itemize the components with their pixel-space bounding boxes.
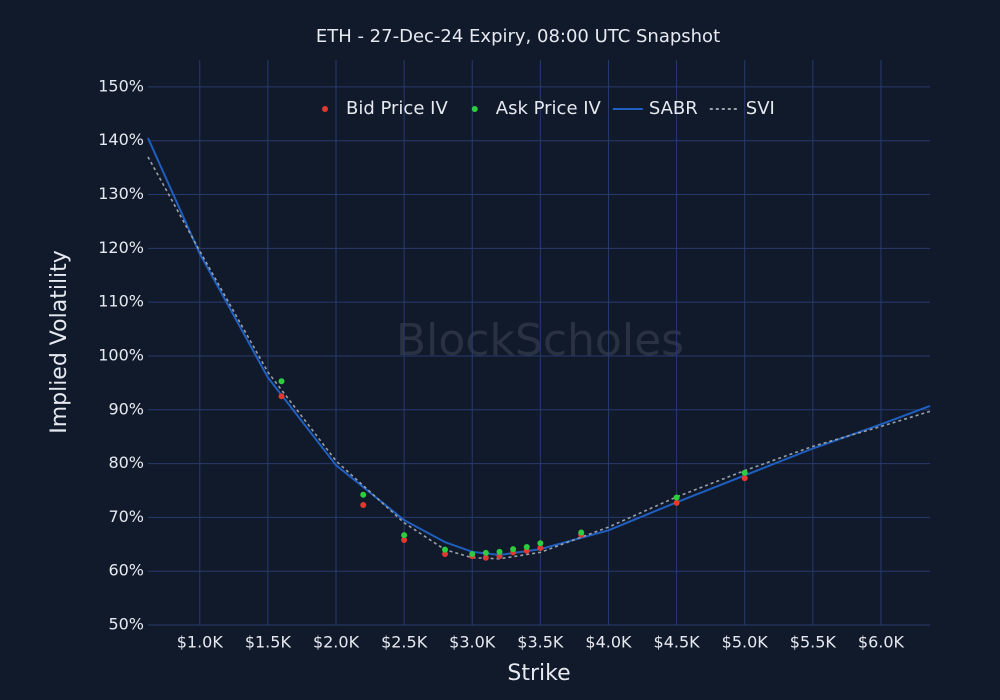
point bbox=[673, 494, 680, 501]
x-tick-label: $2.5K bbox=[381, 633, 428, 652]
y-tick-label: 130% bbox=[98, 184, 144, 203]
point bbox=[741, 475, 748, 482]
y-tick-label: 110% bbox=[98, 292, 144, 311]
x-tick-label: $4.5K bbox=[654, 633, 701, 652]
point bbox=[278, 393, 285, 400]
x-tick-label: $6.0K bbox=[858, 633, 905, 652]
x-tick-label: $5.0K bbox=[722, 633, 769, 652]
x-tick-label: $3.0K bbox=[449, 633, 496, 652]
y-tick-label: 70% bbox=[108, 507, 144, 526]
point bbox=[401, 532, 408, 539]
point bbox=[496, 548, 503, 555]
legend-label[interactable]: SVI bbox=[746, 98, 775, 119]
legend-label[interactable]: Ask Price IV bbox=[496, 98, 602, 119]
point bbox=[401, 536, 408, 543]
x-tick-label: $5.5K bbox=[790, 633, 837, 652]
y-tick-label: 80% bbox=[108, 453, 144, 472]
y-tick-label: 60% bbox=[108, 561, 144, 580]
point bbox=[360, 502, 367, 509]
point bbox=[741, 469, 748, 476]
y-tick-label: 140% bbox=[98, 130, 144, 149]
legend-symbol[interactable] bbox=[471, 106, 478, 112]
point bbox=[578, 529, 585, 536]
legend-label[interactable]: Bid Price IV bbox=[346, 98, 448, 119]
point bbox=[673, 499, 680, 506]
point bbox=[510, 546, 517, 553]
point bbox=[523, 543, 530, 550]
x-axis-title: Strike bbox=[507, 661, 570, 686]
y-tick-label: 120% bbox=[98, 238, 144, 257]
x-tick-label: $1.0K bbox=[177, 633, 224, 652]
y-tick-label: 150% bbox=[98, 76, 144, 95]
x-tick-label: $2.0K bbox=[313, 633, 360, 652]
point bbox=[441, 550, 448, 557]
y-tick-label: 50% bbox=[108, 615, 144, 634]
point bbox=[537, 540, 544, 547]
point bbox=[278, 378, 285, 385]
point bbox=[537, 545, 544, 552]
point bbox=[469, 550, 476, 557]
x-tick-label: $1.5K bbox=[245, 633, 292, 652]
point bbox=[482, 554, 489, 561]
point bbox=[441, 546, 448, 553]
chart-title: ETH - 27-Dec-24 Expiry, 08:00 UTC Snapsh… bbox=[316, 26, 720, 47]
y-tick-label: 90% bbox=[108, 399, 144, 418]
y-axis-title: Implied Volatility bbox=[47, 250, 72, 434]
point bbox=[496, 553, 503, 560]
legend-symbol[interactable] bbox=[322, 106, 328, 112]
x-tick-label: $4.0K bbox=[585, 633, 632, 652]
point bbox=[482, 549, 489, 556]
point bbox=[360, 491, 367, 498]
x-tick-label: $3.5K bbox=[517, 633, 564, 652]
y-tick-label: 100% bbox=[98, 345, 144, 364]
legend-label[interactable]: SABR bbox=[649, 98, 698, 119]
